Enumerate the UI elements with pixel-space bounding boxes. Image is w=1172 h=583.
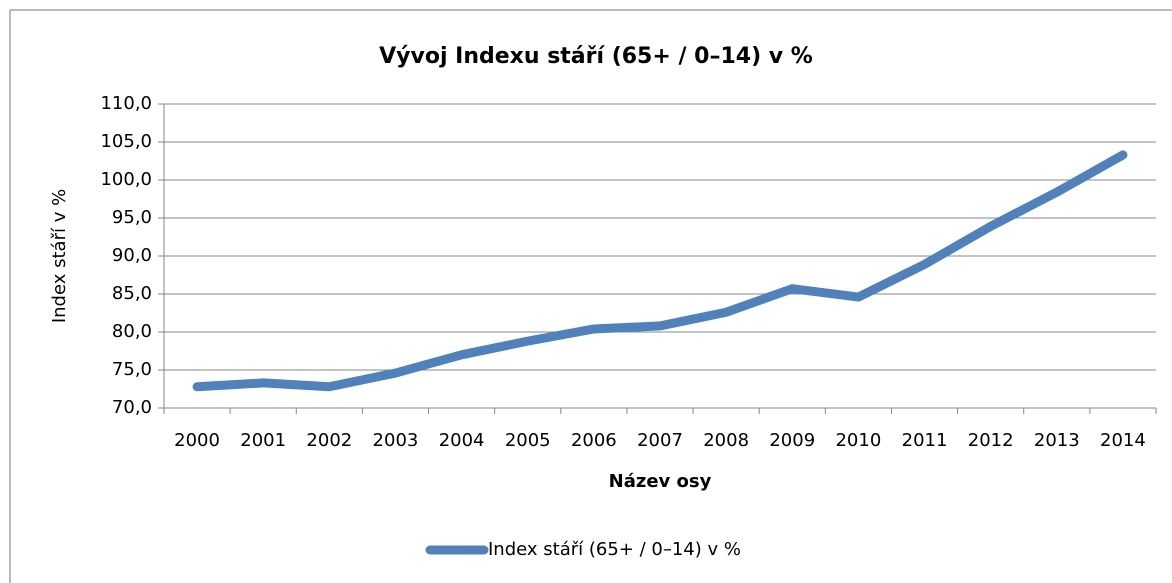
y-tick-label: 95,0 <box>112 207 152 228</box>
y-tick-label: 85,0 <box>112 283 152 304</box>
x-tick-label: 2012 <box>968 430 1014 451</box>
x-axis-title: Název osy <box>609 471 712 492</box>
x-tick-label: 2013 <box>1034 430 1080 451</box>
x-tick-label: 2006 <box>571 430 617 451</box>
y-tick-label: 75,0 <box>112 359 152 380</box>
x-tick-label: 2005 <box>505 430 551 451</box>
y-tick-label: 80,0 <box>112 321 152 342</box>
x-tick-label: 2003 <box>373 430 419 451</box>
y-tick-label: 70,0 <box>112 397 152 418</box>
y-tick-label: 100,0 <box>100 169 152 190</box>
x-tick-label: 2000 <box>174 430 220 451</box>
x-tick-label: 2011 <box>902 430 948 451</box>
y-tick-label: 105,0 <box>100 131 152 152</box>
chart-title: Vývoj Indexu stáří (65+ / 0–14) v % <box>379 44 813 69</box>
legend-label: Index stáří (65+ / 0–14) v % <box>488 539 741 560</box>
x-tick-label: 2009 <box>769 430 815 451</box>
x-tick-label: 2002 <box>306 430 352 451</box>
x-tick-label: 2010 <box>835 430 881 451</box>
x-tick-label: 2007 <box>637 430 683 451</box>
x-tick-label: 2014 <box>1100 430 1146 451</box>
y-tick-label: 90,0 <box>112 245 152 266</box>
y-axis-title: Index stáří v % <box>49 189 70 323</box>
data-line <box>192 150 1128 392</box>
x-tick-label: 2008 <box>703 430 749 451</box>
chart-border <box>9 9 1172 583</box>
y-tick-label: 110,0 <box>100 93 152 114</box>
x-tick-label: 2004 <box>439 430 485 451</box>
x-tick-label: 2001 <box>240 430 286 451</box>
